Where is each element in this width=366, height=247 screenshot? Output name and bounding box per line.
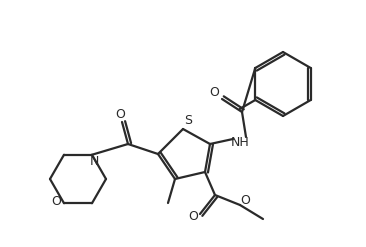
Text: O: O [115,107,125,121]
Text: O: O [51,195,61,208]
Text: N: N [89,155,99,168]
Text: O: O [209,86,219,100]
Text: O: O [188,209,198,223]
Text: NH: NH [231,136,249,148]
Text: O: O [240,193,250,206]
Text: S: S [184,115,192,127]
